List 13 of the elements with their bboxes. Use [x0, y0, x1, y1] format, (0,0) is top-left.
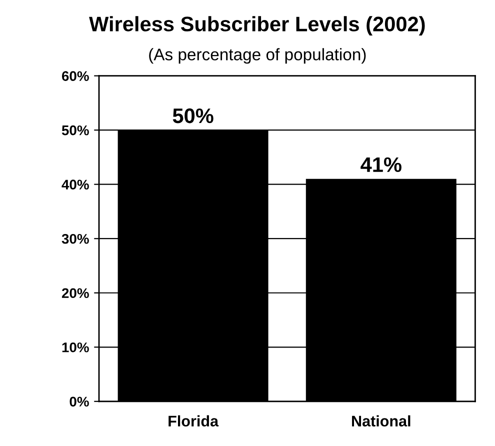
y-tick-label: 50%: [62, 125, 89, 136]
data-label: 50%: [172, 108, 214, 124]
y-tick-label: 0%: [70, 396, 89, 407]
data-label: 41%: [360, 157, 402, 172]
y-tick-label: 60%: [62, 71, 89, 81]
y-tick-label: 20%: [62, 288, 89, 298]
x-tick-label: National: [352, 415, 410, 427]
y-tick-label: 10%: [62, 342, 89, 352]
chart-subtitle: (As percentage of population): [149, 48, 366, 64]
y-tick-label: 40%: [62, 180, 89, 190]
y-tick-label: 30%: [62, 234, 89, 244]
x-tick-label: Florida: [168, 415, 219, 427]
chart-title: Wireless Subscriber Levels (2002): [89, 16, 425, 36]
